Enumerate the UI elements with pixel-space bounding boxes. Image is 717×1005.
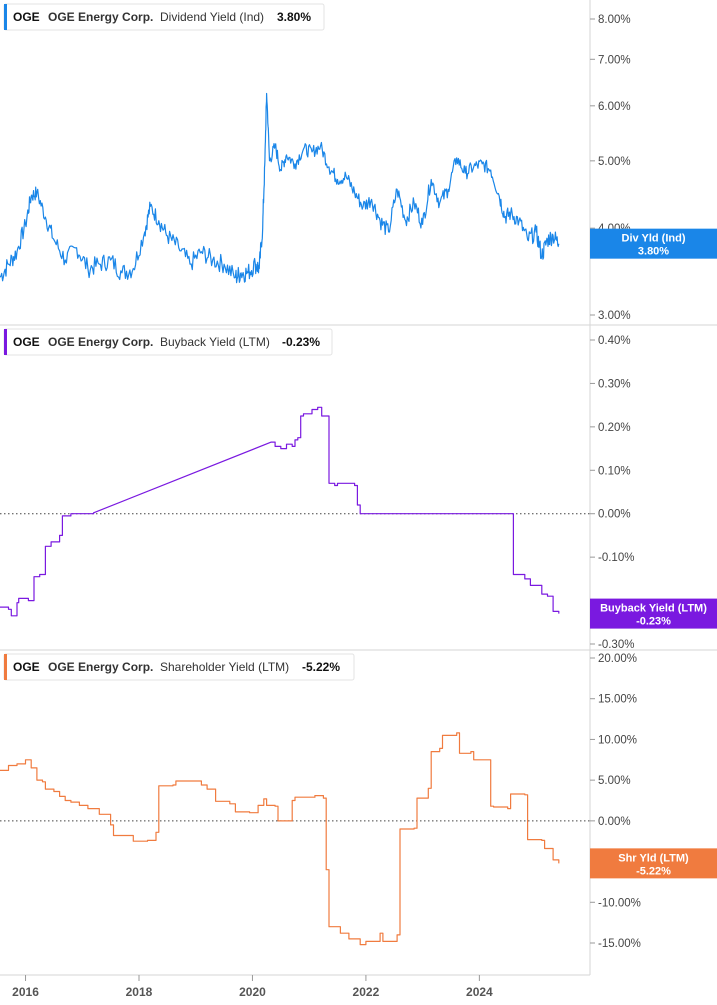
badge-value-shareholder: -5.22% (636, 865, 671, 877)
badge-rect-shareholder (590, 848, 717, 879)
series-line-buyback (0, 406, 560, 617)
y-tick-label-buyback: -0.30% (598, 639, 634, 651)
y-tick-label-buyback: 0.30% (598, 378, 631, 390)
y-tick-label-buyback: 0.20% (598, 422, 631, 434)
badge-dividend: Div Yld (Ind)3.80% (590, 228, 717, 259)
y-tick-label-buyback: 0.40% (598, 335, 631, 347)
y-tick-label-dividend: 3.00% (598, 310, 631, 322)
x-tick-label: 2024 (466, 985, 493, 999)
y-tick-label-dividend: 5.00% (598, 156, 631, 168)
x-axis: 2016 2018 2020 2022 2024 (0, 974, 590, 999)
legend-ticker-dividend: OGE (13, 10, 40, 24)
y-tick-label-shareholder: 20.00% (598, 653, 637, 665)
y-tick-label-shareholder: 5.00% (598, 775, 631, 787)
legend-buyback: OGE OGE Energy Corp. Buyback Yield (LTM) -0… (3, 328, 333, 356)
series-line-shareholder (0, 732, 560, 946)
series-line-dividend (0, 92, 560, 284)
panel-shareholder: -15.00%-10.00%-5.00%0.00%5.00%10.00%15.0… (0, 650, 717, 975)
badge-value-buyback: -0.23% (636, 616, 671, 628)
y-tick-label-shareholder: 15.00% (598, 694, 637, 706)
badge-label-shareholder: Shr Yld (LTM) (618, 852, 689, 864)
y-tick-label-buyback: 0.10% (598, 465, 631, 477)
y-tick-label-dividend: 6.00% (598, 101, 631, 113)
legend-color-bar-buyback (4, 329, 7, 355)
badge-rect-dividend (590, 228, 717, 259)
y-tick-label-shareholder: 0.00% (598, 816, 631, 828)
badge-label-buyback: Buyback Yield (LTM) (600, 603, 707, 615)
x-tick-label: 2016 (12, 985, 39, 999)
legend-color-bar-dividend (4, 4, 7, 30)
legend-company-shareholder: OGE Energy Corp. (48, 660, 153, 674)
legend-metric-shareholder: Shareholder Yield (LTM) (160, 660, 289, 674)
legend-company-dividend: OGE Energy Corp. (48, 10, 153, 24)
legend-dividend: OGE OGE Energy Corp. Dividend Yield (Ind) 3… (3, 3, 325, 31)
y-tick-label-shareholder: 10.00% (598, 734, 637, 746)
x-tick-label: 2022 (353, 985, 380, 999)
y-tick-label-dividend: 7.00% (598, 54, 631, 66)
legend-company-buyback: OGE Energy Corp. (48, 335, 153, 349)
legend-metric-buyback: Buyback Yield (LTM) (160, 335, 270, 349)
badge-buyback: Buyback Yield (LTM)-0.23% (590, 598, 717, 629)
badge-shareholder: -5.Shr Yld (LTM)-5.22% (590, 848, 717, 879)
legend-ticker-buyback: OGE (13, 335, 40, 349)
y-tick-label-dividend: 8.00% (598, 14, 631, 26)
legend-value-shareholder: -5.22% (302, 660, 340, 674)
legend-value-dividend: 3.80% (277, 10, 311, 24)
y-tick-label-shareholder: -10.00% (598, 897, 641, 909)
y-tick-label-shareholder: -15.00% (598, 938, 641, 950)
x-tick-label: 2020 (239, 985, 266, 999)
legend-color-bar-shareholder (4, 654, 7, 680)
y-tick-label-buyback: 0.00% (598, 509, 631, 521)
x-tick-label: 2018 (126, 985, 153, 999)
legend-value-buyback: -0.23% (282, 335, 320, 349)
badge-rect-buyback (590, 598, 717, 629)
badge-label-dividend: Div Yld (Ind) (622, 233, 686, 245)
legend-metric-dividend: Dividend Yield (Ind) (160, 10, 264, 24)
y-tick-label-buyback: -0.10% (598, 552, 634, 564)
legend-ticker-shareholder: OGE (13, 660, 40, 674)
panel-buyback: -0.30% -0.10% 0.00% 0.10% 0.20% 0.30% 0.40% OGE… (0, 325, 717, 651)
badge-value-dividend: 3.80% (638, 246, 669, 258)
legend-shareholder: OGE OGE Energy Corp. Shareholder Yield (LT… (3, 653, 355, 681)
